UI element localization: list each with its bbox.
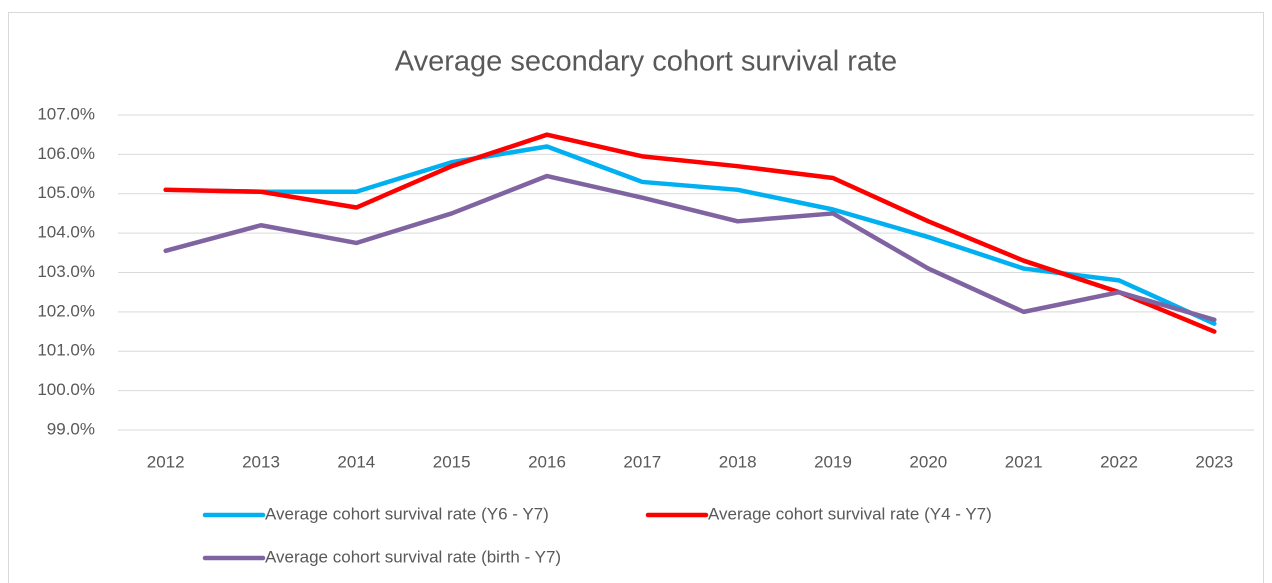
x-tick-label: 2016 [528,452,566,471]
y-tick-label: 99.0% [47,419,95,438]
x-tick-label: 2015 [433,452,471,471]
y-tick-label: 104.0% [37,223,95,242]
legend-label: Average cohort survival rate (Y6 - Y7) [265,504,549,523]
x-tick-label: 2014 [337,452,375,471]
y-tick-label: 105.0% [37,183,95,202]
y-tick-label: 102.0% [37,301,95,320]
legend-label: Average cohort survival rate (birth - Y7… [265,547,561,566]
series-line [163,132,1217,334]
legend-label: Average cohort survival rate (Y4 - Y7) [708,504,992,523]
y-tick-label: 107.0% [37,104,95,123]
x-tick-label: 2019 [814,452,852,471]
x-tick-label: 2013 [242,452,280,471]
x-tick-label: 2017 [623,452,661,471]
y-tick-label: 100.0% [37,380,95,399]
chart-border [8,12,1264,583]
x-tick-label: 2022 [1100,452,1138,471]
x-tick-label: 2018 [719,452,757,471]
y-tick-label: 101.0% [37,341,95,360]
x-tick-label: 2020 [909,452,947,471]
x-tick-label: 2023 [1195,452,1233,471]
y-tick-label: 106.0% [37,144,95,163]
y-tick-label: 103.0% [37,262,95,281]
chart-title: Average secondary cohort survival rate [395,46,897,78]
series-line [163,173,1217,322]
x-tick-label: 2021 [1005,452,1043,471]
x-tick-label: 2012 [147,452,185,471]
series-line [163,144,1217,326]
